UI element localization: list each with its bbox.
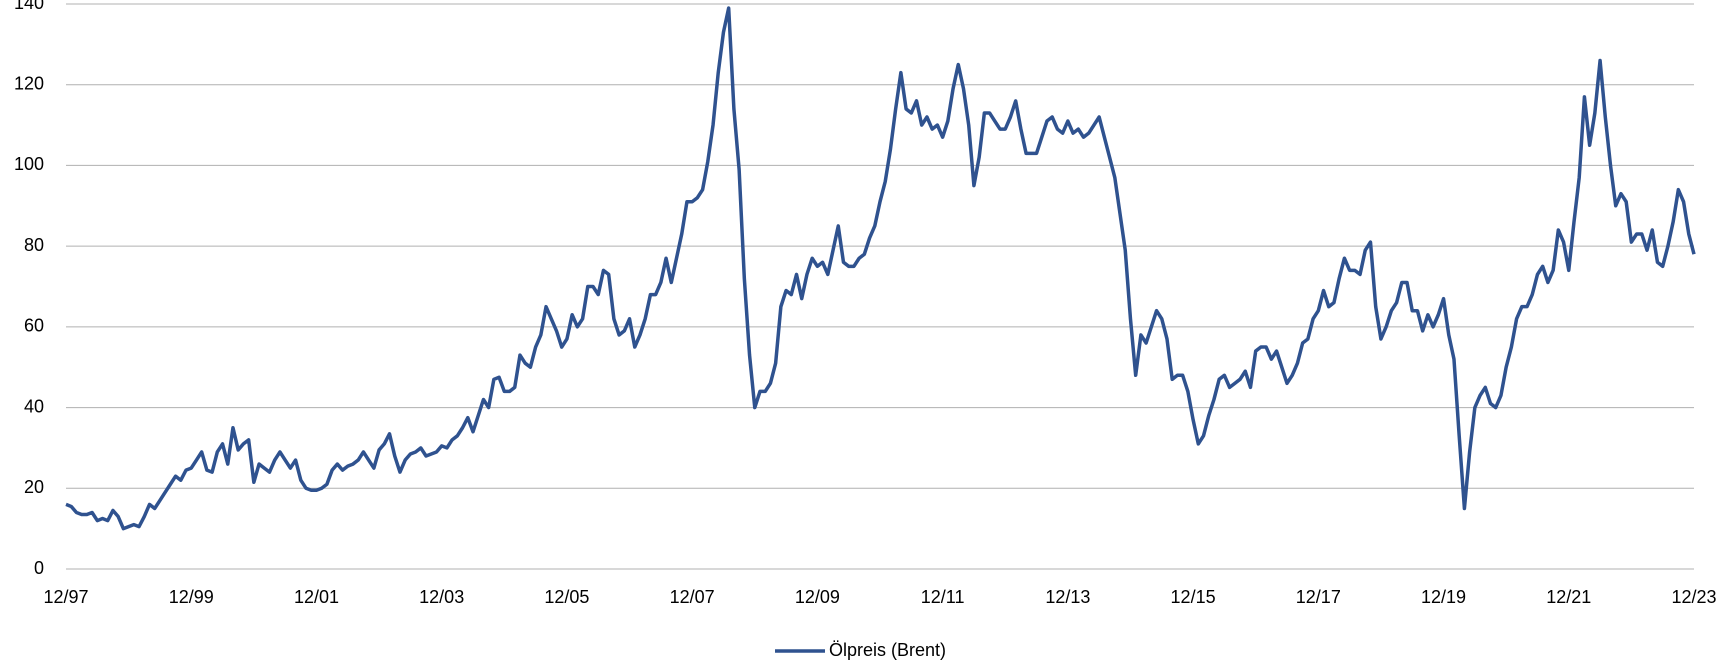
x-tick-label: 12/03 [419, 587, 464, 607]
y-tick-label: 40 [24, 396, 44, 416]
y-tick-label: 80 [24, 235, 44, 255]
x-tick-label: 12/99 [169, 587, 214, 607]
y-tick-label: 20 [24, 477, 44, 497]
x-tick-label: 12/05 [544, 587, 589, 607]
data-line [65, 6, 1696, 531]
x-tick-label: 12/23 [1671, 587, 1716, 607]
x-tick-label: 12/13 [1045, 587, 1090, 607]
x-tick-label: 12/21 [1546, 587, 1591, 607]
x-tick-label: 12/15 [1171, 587, 1216, 607]
x-tick-label: 12/19 [1421, 587, 1466, 607]
x-tick-label: 12/17 [1296, 587, 1341, 607]
y-tick-label: 60 [24, 316, 44, 336]
y-tick-label: 120 [14, 73, 44, 93]
x-tick-label: 12/11 [921, 587, 965, 607]
legend-label: Ölpreis (Brent) [829, 640, 946, 660]
x-tick-label: 12/01 [294, 587, 339, 607]
x-tick-label: 12/97 [43, 587, 88, 607]
y-tick-label: 0 [34, 558, 44, 578]
y-tick-label: 140 [14, 0, 44, 13]
x-tick-label: 12/09 [795, 587, 840, 607]
x-tick-label: 12/07 [670, 587, 715, 607]
y-tick-label: 100 [14, 154, 44, 174]
